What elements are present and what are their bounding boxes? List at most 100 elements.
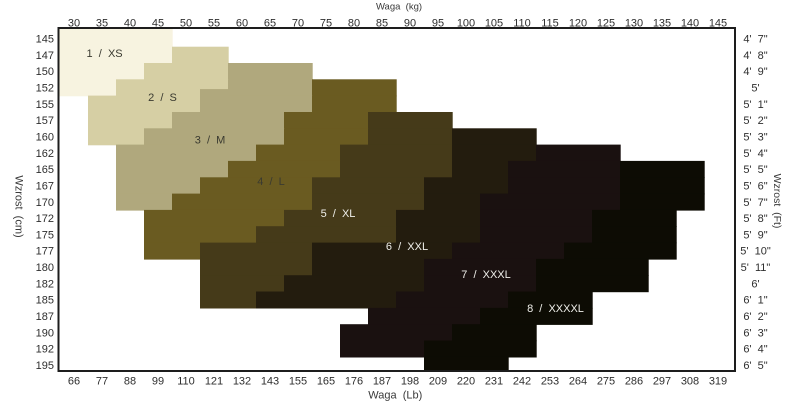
svg-text:177: 177 <box>36 246 54 258</box>
svg-text:253: 253 <box>541 376 559 388</box>
svg-text:182: 182 <box>36 278 54 290</box>
svg-text:4' 8": 4' 8" <box>743 50 767 62</box>
svg-text:7 / XXXL: 7 / XXXL <box>461 269 511 281</box>
svg-text:8 / XXXXL: 8 / XXXXL <box>527 303 584 315</box>
svg-text:Waga (kg): Waga (kg) <box>376 2 422 13</box>
svg-text:90: 90 <box>404 17 416 29</box>
svg-text:105: 105 <box>485 17 503 29</box>
svg-text:308: 308 <box>681 376 699 388</box>
svg-text:145: 145 <box>709 17 727 29</box>
svg-text:180: 180 <box>36 262 54 274</box>
svg-text:121: 121 <box>205 376 223 388</box>
svg-text:50: 50 <box>180 17 192 29</box>
svg-text:60: 60 <box>236 17 248 29</box>
svg-text:152: 152 <box>36 83 54 95</box>
svg-text:70: 70 <box>292 17 304 29</box>
svg-text:170: 170 <box>36 197 54 209</box>
svg-text:2 / S: 2 / S <box>148 92 177 104</box>
svg-text:6' 4": 6' 4" <box>743 344 767 356</box>
svg-text:297: 297 <box>653 376 671 388</box>
svg-text:175: 175 <box>36 229 54 241</box>
svg-text:4' 7": 4' 7" <box>743 34 767 46</box>
svg-text:145: 145 <box>36 34 54 46</box>
svg-text:5' 5": 5' 5" <box>743 164 767 176</box>
svg-text:80: 80 <box>348 17 360 29</box>
svg-text:5': 5' <box>751 83 759 95</box>
svg-text:4 / L: 4 / L <box>257 176 285 188</box>
svg-text:85: 85 <box>376 17 388 29</box>
svg-text:162: 162 <box>36 148 54 160</box>
svg-text:40: 40 <box>124 17 136 29</box>
svg-text:5' 1": 5' 1" <box>743 99 767 111</box>
svg-text:Wzrost (cm): Wzrost (cm) <box>13 175 25 237</box>
svg-text:150: 150 <box>36 66 54 78</box>
svg-text:5 / XL: 5 / XL <box>321 208 356 220</box>
svg-text:165: 165 <box>36 164 54 176</box>
svg-text:187: 187 <box>36 311 54 323</box>
svg-text:55: 55 <box>208 17 220 29</box>
svg-text:132: 132 <box>233 376 251 388</box>
svg-text:195: 195 <box>36 360 54 372</box>
svg-text:220: 220 <box>457 376 475 388</box>
svg-text:Wzrost (Ft): Wzrost (Ft) <box>771 174 783 229</box>
svg-text:6' 1": 6' 1" <box>743 295 767 307</box>
svg-text:242: 242 <box>513 376 531 388</box>
svg-text:5' 2": 5' 2" <box>743 115 767 127</box>
svg-text:120: 120 <box>569 17 587 29</box>
svg-text:6' 2": 6' 2" <box>743 311 767 323</box>
svg-text:135: 135 <box>653 17 671 29</box>
svg-text:185: 185 <box>36 295 54 307</box>
svg-text:231: 231 <box>485 376 503 388</box>
svg-text:155: 155 <box>289 376 307 388</box>
svg-text:209: 209 <box>429 376 447 388</box>
svg-text:5' 8": 5' 8" <box>743 213 767 225</box>
svg-text:190: 190 <box>36 327 54 339</box>
svg-text:65: 65 <box>264 17 276 29</box>
svg-text:155: 155 <box>36 99 54 111</box>
svg-text:115: 115 <box>541 17 559 29</box>
svg-text:6 / XXL: 6 / XXL <box>386 241 428 253</box>
svg-text:165: 165 <box>317 376 335 388</box>
svg-text:275: 275 <box>597 376 615 388</box>
svg-text:6' 3": 6' 3" <box>743 327 767 339</box>
svg-text:140: 140 <box>681 17 699 29</box>
svg-text:6' 5": 6' 5" <box>743 360 767 372</box>
svg-text:99: 99 <box>152 376 164 388</box>
svg-text:130: 130 <box>625 17 643 29</box>
svg-text:176: 176 <box>345 376 363 388</box>
svg-text:75: 75 <box>320 17 332 29</box>
svg-text:30: 30 <box>68 17 80 29</box>
svg-text:6': 6' <box>751 278 759 290</box>
svg-text:143: 143 <box>261 376 279 388</box>
svg-text:5' 4": 5' 4" <box>743 148 767 160</box>
svg-text:157: 157 <box>36 115 54 127</box>
svg-text:5' 9": 5' 9" <box>743 229 767 241</box>
svg-text:319: 319 <box>709 376 727 388</box>
svg-text:167: 167 <box>36 180 54 192</box>
svg-text:5' 6": 5' 6" <box>743 180 767 192</box>
svg-text:286: 286 <box>625 376 643 388</box>
svg-text:4' 9": 4' 9" <box>743 66 767 78</box>
svg-text:3 / M: 3 / M <box>195 135 226 147</box>
svg-text:125: 125 <box>597 17 615 29</box>
svg-text:110: 110 <box>513 17 531 29</box>
svg-text:160: 160 <box>36 131 54 143</box>
svg-text:198: 198 <box>401 376 419 388</box>
svg-text:172: 172 <box>36 213 54 225</box>
svg-text:5' 3": 5' 3" <box>743 131 767 143</box>
svg-text:1 / XS: 1 / XS <box>87 48 123 60</box>
svg-text:66: 66 <box>68 376 80 388</box>
svg-text:187: 187 <box>373 376 391 388</box>
svg-text:45: 45 <box>152 17 164 29</box>
svg-text:35: 35 <box>96 17 108 29</box>
svg-text:95: 95 <box>432 17 444 29</box>
svg-text:5' 10": 5' 10" <box>740 246 771 258</box>
svg-text:77: 77 <box>96 376 108 388</box>
svg-text:264: 264 <box>569 376 587 388</box>
svg-text:5' 7": 5' 7" <box>743 197 767 209</box>
svg-text:147: 147 <box>36 50 54 62</box>
svg-text:88: 88 <box>124 376 136 388</box>
svg-text:100: 100 <box>457 17 475 29</box>
svg-text:192: 192 <box>36 344 54 356</box>
svg-text:5' 11": 5' 11" <box>741 262 771 274</box>
